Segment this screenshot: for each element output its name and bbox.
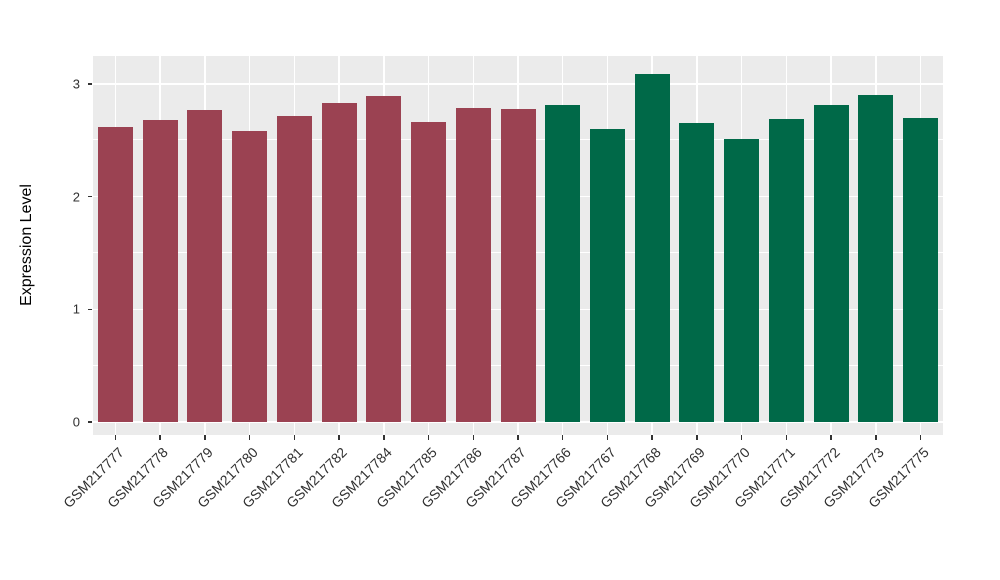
x-tick-mark-GSM217780 xyxy=(248,435,251,440)
x-tick-mark-GSM217771 xyxy=(785,435,788,440)
y-axis: 0 1 2 3 xyxy=(0,56,93,435)
bar-GSM217771 xyxy=(768,118,804,422)
y-tick-label-0: 0 xyxy=(72,414,80,430)
x-tick-mark-GSM217785 xyxy=(427,435,430,440)
x-tick-mark-GSM217787 xyxy=(517,435,519,440)
bar-GSM217773 xyxy=(858,95,894,422)
bar-GSM217769 xyxy=(679,123,715,422)
x-axis: GSM217777 GSM217778 GSM217779 GSM217780 GSM2… xyxy=(60,435,943,580)
x-tick-mark-GSM217772 xyxy=(830,435,832,440)
x-tick-mark-GSM217768 xyxy=(651,435,653,440)
x-tick-mark-GSM217777 xyxy=(114,435,117,440)
x-tick-mark-GSM217786 xyxy=(472,435,474,440)
y-tick-mark-1 xyxy=(87,308,92,311)
x-tick-mark-GSM217778 xyxy=(159,435,161,440)
bar-GSM217784 xyxy=(366,96,402,422)
x-tick-mark-GSM217775 xyxy=(919,435,922,440)
y-tick-mark-0 xyxy=(87,421,92,423)
x-tick-mark-GSM217767 xyxy=(606,435,609,440)
bar-GSM217786 xyxy=(455,107,491,422)
y-tick-label-1: 1 xyxy=(72,301,80,317)
bar-GSM217770 xyxy=(724,139,760,422)
plot-panel xyxy=(93,56,943,435)
bar-GSM217768 xyxy=(634,73,670,422)
x-tick-mark-GSM217773 xyxy=(875,435,877,440)
bar-GSM217785 xyxy=(411,122,447,422)
bar-GSM217782 xyxy=(321,103,357,422)
bar-GSM217766 xyxy=(545,105,581,422)
y-tick-label-2: 2 xyxy=(72,189,80,205)
x-tick-mark-GSM217781 xyxy=(293,435,296,440)
x-tick-mark-GSM217784 xyxy=(383,435,385,440)
bar-GSM217778 xyxy=(142,120,178,422)
bar-GSM217772 xyxy=(813,105,849,422)
bar-GSM217775 xyxy=(903,117,939,422)
bar-GSM217780 xyxy=(232,131,268,422)
bar-GSM217781 xyxy=(276,115,312,422)
y-tick-mark-3 xyxy=(87,83,92,85)
x-tick-mark-GSM217782 xyxy=(338,435,340,440)
x-tick-mark-GSM217779 xyxy=(204,435,206,440)
bar-GSM217779 xyxy=(187,109,223,422)
x-tick-mark-GSM217769 xyxy=(696,435,698,440)
bar-GSM217777 xyxy=(97,126,133,422)
y-tick-label-3: 3 xyxy=(72,76,80,92)
x-tick-mark-GSM217766 xyxy=(561,435,564,440)
bar-GSM217787 xyxy=(500,108,536,422)
x-tick-mark-GSM217770 xyxy=(740,435,743,440)
y-tick-mark-2 xyxy=(87,195,92,198)
bar-GSM217767 xyxy=(589,129,625,422)
